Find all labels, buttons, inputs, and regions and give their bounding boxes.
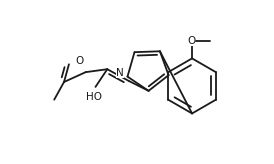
Text: HO: HO <box>85 92 101 102</box>
Text: N: N <box>116 68 124 78</box>
Text: O: O <box>76 56 84 66</box>
Text: O: O <box>187 36 195 46</box>
